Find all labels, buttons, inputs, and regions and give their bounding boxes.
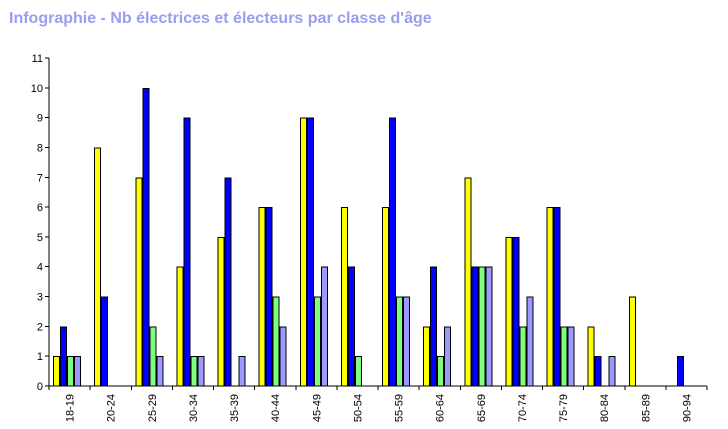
bar-80-84-series-4	[608, 356, 616, 387]
bar-60-64-series-4	[444, 326, 452, 387]
x-tick-label: 25-29	[147, 394, 159, 422]
bar-45-49-series-3	[313, 296, 321, 387]
x-tick-label: 85-89	[640, 394, 652, 422]
x-tick-label: 60-64	[435, 394, 447, 422]
chart-title: Infographie - Nb électrices et électeurs…	[9, 10, 432, 27]
bars	[53, 87, 684, 387]
bar-60-64-series-3	[437, 356, 445, 387]
bar-35-39-series-1	[217, 236, 225, 387]
bar-65-69-series-1	[464, 177, 472, 387]
bar-65-69-series-3	[478, 266, 486, 387]
bar-30-34-series-4	[197, 356, 205, 387]
bar-70-74-series-2	[512, 236, 520, 387]
x-tick-label: 35-39	[229, 394, 241, 422]
bar-25-29-series-4	[156, 356, 164, 387]
bar-50-54-series-3	[354, 356, 362, 387]
y-tick-label: 10	[31, 83, 43, 95]
bar-60-64-series-1	[423, 326, 431, 387]
y-tick-label: 0	[37, 381, 43, 393]
bar-35-39-series-4	[238, 356, 246, 387]
bar-18-19-series-1	[53, 356, 60, 387]
bar-30-34-series-3	[190, 356, 198, 387]
bar-65-69-series-2	[471, 266, 479, 387]
bar-75-79-series-4	[567, 326, 575, 387]
y-tick-label: 7	[37, 172, 43, 184]
x-tick-label: 18-19	[65, 394, 77, 422]
bar-70-74-series-4	[526, 296, 534, 387]
x-tick-label: 30-34	[188, 394, 200, 422]
bar-18-19-series-2	[60, 326, 67, 387]
bar-25-29-series-2	[142, 87, 150, 387]
bar-75-79-series-1	[546, 207, 554, 387]
bar-30-34-series-1	[176, 266, 184, 387]
y-tick-label: 5	[37, 232, 43, 244]
bar-35-39-series-2	[224, 177, 232, 387]
bar-85-89-series-1	[628, 296, 636, 387]
bar-60-64-series-2	[430, 266, 438, 387]
x-tick-label: 80-84	[599, 394, 611, 422]
bar-75-79-series-2	[553, 207, 561, 387]
x-tick-label: 65-69	[476, 394, 488, 422]
y-tick-label: 1	[37, 351, 43, 363]
bar-55-59-series-3	[396, 296, 403, 387]
y-tick-label: 6	[37, 202, 43, 214]
x-tick-label: 45-49	[311, 394, 323, 422]
x-tick-label: 55-59	[394, 394, 406, 422]
bar-45-49-series-1	[299, 117, 307, 387]
tick-labels: 0 1 2 3 4 5 6 7 8 9 10 11 18-19 20-24 25-29 30-34 35-39 4…	[31, 53, 694, 422]
bar-70-74-series-1	[505, 236, 513, 387]
x-tick-label: 20-24	[106, 394, 118, 422]
bar-50-54-series-2	[347, 266, 355, 387]
x-tick-label: 90-94	[681, 394, 693, 422]
x-tick-label: 75-79	[558, 394, 570, 422]
bar-55-59-series-1	[382, 207, 389, 387]
bar-45-49-series-2	[306, 117, 314, 387]
y-tick-label: 3	[37, 292, 43, 304]
bar-18-19-series-3	[67, 356, 74, 387]
bar-55-59-series-2	[389, 117, 396, 387]
y-tick-label: 9	[37, 113, 43, 125]
bar-20-24-series-2	[101, 296, 109, 387]
bar-18-19-series-4	[74, 356, 81, 387]
bar-90-94-series-2	[676, 356, 684, 387]
y-tick-label: 2	[37, 321, 43, 333]
x-tick-label: 40-44	[270, 394, 282, 422]
bar-70-74-series-3	[519, 326, 527, 387]
bar-50-54-series-1	[340, 207, 348, 387]
y-tick-label: 8	[37, 142, 43, 154]
bar-25-29-series-3	[149, 326, 157, 387]
x-tick-label: 70-74	[517, 394, 529, 422]
bar-30-34-series-2	[183, 117, 191, 387]
y-tick-label: 4	[37, 262, 43, 274]
bar-65-69-series-4	[485, 266, 493, 387]
bar-40-44-series-4	[279, 326, 287, 387]
bar-80-84-series-1	[587, 326, 595, 387]
bar-20-24-series-1	[94, 147, 102, 387]
bar-55-59-series-4	[403, 296, 410, 387]
y-tick-label: 11	[32, 53, 43, 65]
bar-45-49-series-4	[320, 266, 328, 387]
bar-75-79-series-3	[560, 326, 568, 387]
x-tick-label: 50-54	[352, 394, 364, 422]
bar-25-29-series-1	[135, 177, 143, 387]
bar-40-44-series-2	[265, 207, 273, 387]
bar-40-44-series-1	[258, 207, 266, 387]
bar-80-84-series-2	[594, 356, 602, 387]
bar-40-44-series-3	[272, 296, 280, 387]
